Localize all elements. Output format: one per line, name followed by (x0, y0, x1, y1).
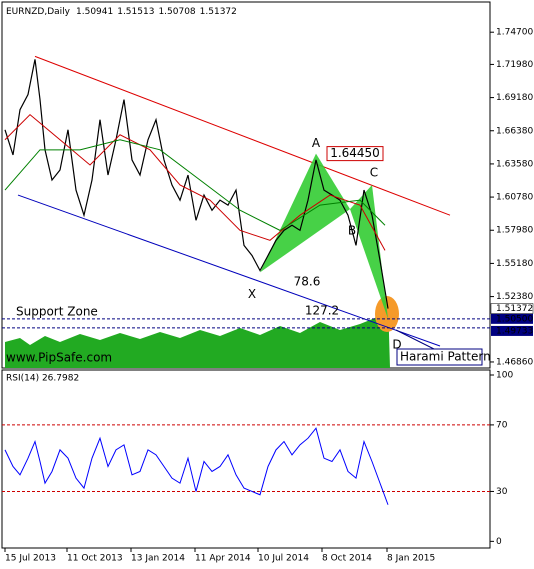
symbol: EURNZD,Daily (6, 7, 71, 17)
close: 1.51372 (200, 7, 237, 17)
trendline (34, 55, 451, 216)
moving-average (4, 113, 386, 251)
y-tick-label: 1.74700 (496, 28, 533, 38)
rsi-title: RSI(14) 26.7982 (6, 374, 79, 384)
harami-pointer (395, 329, 435, 350)
volume-area (5, 300, 390, 368)
y-tick-label: 1.55180 (496, 259, 533, 269)
peak-label: 1.64450 (330, 146, 380, 160)
y-tick-label: 1.46860 (496, 357, 533, 367)
pattern-point-label: C (370, 166, 378, 180)
fib-label: 127.2 (305, 304, 339, 318)
y-tick-label: 1.57980 (496, 226, 533, 236)
fib-label: 78.6 (294, 275, 321, 289)
y-tick-label: 1.60780 (496, 193, 533, 203)
x-tick-label: 10 Jul 2014 (258, 554, 309, 564)
trendline (17, 194, 441, 347)
x-tick-label: 8 Oct 2014 (322, 554, 372, 564)
y-tick-label: 1.66380 (496, 126, 533, 136)
y-tick-label: 1.71980 (496, 60, 533, 70)
low: 1.50708 (158, 7, 195, 17)
x-tick-label: 13 Jan 2014 (131, 554, 185, 564)
price-level-label: 1.49733 (496, 326, 533, 336)
x-tick-label: 11 Oct 2013 (67, 554, 123, 564)
rsi-tick-label: 30 (496, 487, 508, 497)
price-level-label: 1.50500 (496, 314, 533, 324)
last-price-box (490, 303, 534, 314)
peak-label-box (326, 146, 384, 162)
x-tick-label: 8 Jan 2015 (387, 554, 435, 564)
pattern-point-label: D (392, 337, 401, 351)
rsi-tick-label: 70 (496, 420, 508, 430)
open: 1.50941 (76, 7, 113, 17)
website-label: www.PipSafe.com (6, 351, 112, 365)
price-level-box (491, 313, 533, 324)
price-level-box (491, 325, 533, 336)
last-price-label: 1.51372 (496, 304, 533, 314)
rsi-tick-label: 0 (496, 537, 502, 547)
high: 1.51513 (117, 7, 154, 17)
y-tick-label: 1.69180 (496, 93, 533, 103)
harami-label: Harami Pattern (400, 350, 491, 364)
harami-box (396, 348, 483, 366)
chart-header: EURNZD,Daily 1.50941 1.51513 1.50708 1.51372 (6, 7, 237, 17)
pattern-point-label: X (248, 287, 256, 301)
rsi-panel (1, 369, 491, 549)
y-tick-label: 1.63580 (496, 159, 533, 169)
moving-average (4, 139, 386, 231)
rsi-line (4, 427, 389, 505)
x-tick-label: 15 Jul 2013 (5, 554, 56, 564)
pattern-point-label: A (312, 136, 321, 150)
support-zone-label: Support Zone (16, 305, 98, 319)
x-tick-label: 11 Apr 2014 (195, 554, 251, 564)
price-line (4, 59, 389, 309)
y-tick-label: 1.52380 (496, 292, 533, 302)
rsi-tick-label: 100 (496, 370, 513, 380)
